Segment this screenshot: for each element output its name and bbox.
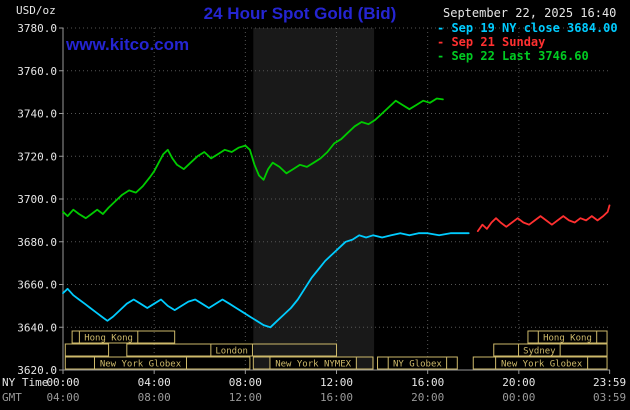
market-hours-band <box>253 28 375 370</box>
x-axis-caption-ny: NY Time <box>2 376 48 389</box>
session-label: Hong Kong <box>84 334 133 344</box>
x-axis-label-ny: 20:00 <box>502 376 535 389</box>
x-axis-label-gmt: 08:00 <box>138 391 171 404</box>
x-axis-label-gmt: 04:00 <box>46 391 79 404</box>
session-label-box <box>93 356 187 370</box>
x-axis-label-gmt: 03:59 <box>593 391 626 404</box>
legend-marker: - <box>437 21 452 35</box>
legend-label: Sep 21 Sunday <box>451 35 546 49</box>
x-axis-label-ny: 04:00 <box>138 376 171 389</box>
session-label: New York Globex <box>100 360 182 370</box>
session-label: Sydney <box>523 347 556 357</box>
y-axis-label: 3660.0 <box>17 279 57 292</box>
legend-label: Sep 22 Last 3746.60 <box>451 49 589 63</box>
x-axis-caption-gmt: GMT <box>2 391 22 404</box>
session-label: New York NYMEX <box>275 360 351 370</box>
session-label: New York Globex <box>501 360 583 370</box>
datetime-stamp: September 22, 2025 16:40 <box>443 6 617 20</box>
x-axis-label-gmt: 20:00 <box>411 391 444 404</box>
session-label-box <box>387 356 448 370</box>
legend-label: Sep 19 NY close 3684.00 <box>451 21 618 35</box>
y-axis-label: 3620.0 <box>17 364 57 377</box>
y-axis-label: 3780.0 <box>17 22 57 35</box>
price-series-sep22 <box>62 97 444 220</box>
y-axis-label: 3760.0 <box>17 65 57 78</box>
x-axis-label-ny: 23:59 <box>593 376 626 389</box>
price-series-sep19 <box>62 232 470 329</box>
session-label-box <box>269 356 357 370</box>
x-axis-label-ny: 08:00 <box>229 376 262 389</box>
y-axis-unit-label: USD/oz <box>16 4 56 17</box>
x-axis-label-gmt: 12:00 <box>229 391 262 404</box>
legend-item: - Sep 19 NY close 3684.00 <box>437 21 618 35</box>
session-label-box <box>78 330 139 344</box>
y-axis-label: 3740.0 <box>17 108 57 121</box>
session-label-box <box>210 343 253 357</box>
legend: - Sep 19 NY close 3684.00- Sep 21 Sunday… <box>437 21 618 63</box>
y-axis-label: 3720.0 <box>17 150 57 163</box>
session-label-box <box>495 356 589 370</box>
x-axis-label-ny: 00:00 <box>46 376 79 389</box>
legend-item: - Sep 21 Sunday <box>437 35 618 49</box>
x-axis-label-gmt: 00:00 <box>502 391 535 404</box>
session-label-box <box>537 330 598 344</box>
y-axis-label: 3700.0 <box>17 193 57 206</box>
y-axis-label: 3680.0 <box>17 236 57 249</box>
legend-marker: - <box>437 49 452 63</box>
session-label: Hong Kong <box>543 334 592 344</box>
x-axis-label-gmt: 16:00 <box>320 391 353 404</box>
y-axis-label: 3640.0 <box>17 321 57 334</box>
session-label-box <box>518 343 561 357</box>
price-series-sep21 <box>476 204 611 233</box>
x-axis-label-ny: 16:00 <box>411 376 444 389</box>
session-label: London <box>215 347 248 357</box>
chart-title: 24 Hour Spot Gold (Bid) <box>203 4 397 23</box>
session-bar <box>64 343 110 357</box>
x-axis-label-ny: 12:00 <box>320 376 353 389</box>
legend-marker: - <box>437 35 452 49</box>
legend-item: - Sep 22 Last 3746.60 <box>437 49 618 63</box>
kitco-watermark-link[interactable]: www.kitco.com <box>66 35 190 54</box>
session-label: NY Globex <box>393 360 442 370</box>
